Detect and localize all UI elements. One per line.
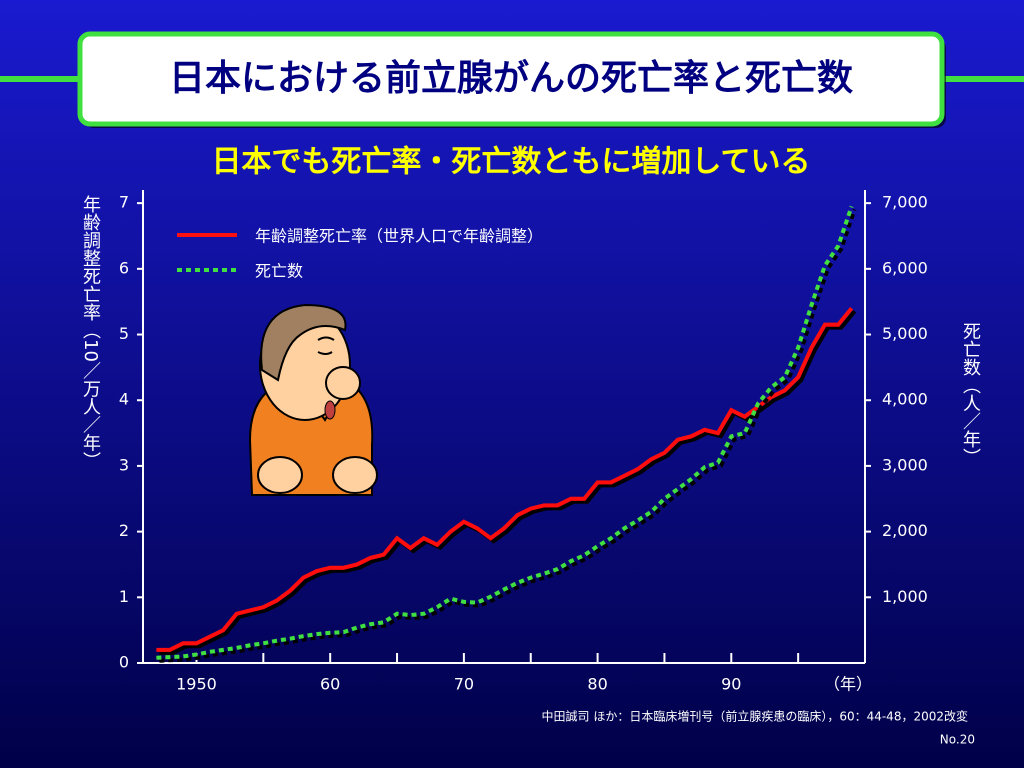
y-tick-label: 4 bbox=[119, 390, 129, 409]
y-tick-label: 5 bbox=[119, 324, 129, 343]
chart-subtitle: 日本でも死亡率・死亡数ともに増加している bbox=[211, 145, 810, 180]
y-tick-label: 0 bbox=[119, 653, 129, 672]
y-tick-label: 1 bbox=[119, 587, 129, 606]
x-tick-label: 90 bbox=[721, 675, 741, 694]
y2-tick-label: 5,000 bbox=[882, 324, 928, 343]
source-note: 中田誠司 ほか：日本臨床増刊号（前立腺疾患の臨床），60：44-48，2002改… bbox=[542, 709, 969, 724]
legend-label: 死亡数 bbox=[255, 262, 303, 281]
cartoon-man bbox=[248, 303, 378, 496]
x-tick-label: 60 bbox=[320, 675, 340, 694]
y-tick-label: 7 bbox=[119, 193, 129, 212]
y2-tick-label: 7,000 bbox=[882, 193, 928, 212]
y2-tick-label: 3,000 bbox=[882, 455, 928, 474]
series-line bbox=[156, 205, 854, 660]
x-axis-label: （年） bbox=[824, 675, 872, 694]
y-tick-label: 6 bbox=[119, 258, 129, 277]
x-tick-label: 70 bbox=[454, 675, 474, 694]
legend-label: 年齢調整死亡率（世界人口で年齢調整） bbox=[255, 227, 543, 246]
page-number: No.20 bbox=[940, 733, 975, 747]
chart-title: 日本における前立腺がんの死亡率と死亡数 bbox=[169, 58, 853, 99]
y-tick-label: 2 bbox=[119, 521, 129, 540]
y2-tick-label: 2,000 bbox=[882, 521, 928, 540]
x-tick-label: 80 bbox=[587, 675, 607, 694]
y2-tick-label: 1,000 bbox=[882, 587, 928, 606]
y2-axis-label: 死亡数（人／年） bbox=[960, 322, 981, 466]
series-line bbox=[156, 306, 854, 652]
y-tick-label: 3 bbox=[119, 455, 129, 474]
x-tick-label: 1950 bbox=[176, 675, 217, 694]
y-axis-label: 年齢調整死亡率（10／万人／年） bbox=[80, 195, 101, 470]
y2-tick-label: 6,000 bbox=[882, 258, 928, 277]
y2-tick-label: 4,000 bbox=[882, 390, 928, 409]
title-box bbox=[77, 31, 945, 127]
